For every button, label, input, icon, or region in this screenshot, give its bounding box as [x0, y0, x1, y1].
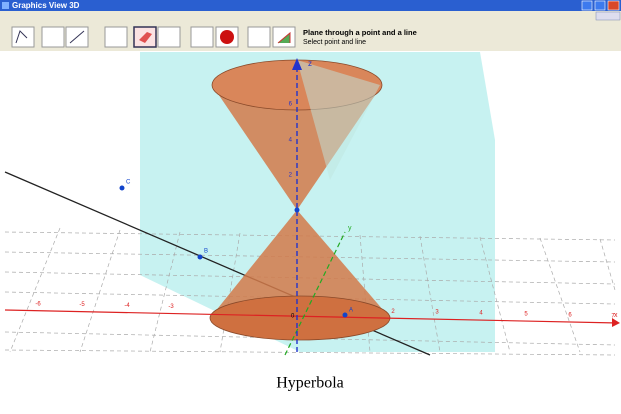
point-label: B — [204, 249, 208, 255]
point[interactable] — [119, 185, 125, 191]
x-tick-label: 7 — [611, 313, 615, 319]
tool-name: Plane through a point and a line — [303, 28, 417, 37]
point-label: A — [349, 308, 353, 314]
plane-overlap — [297, 60, 380, 180]
plane — [140, 52, 495, 352]
z-tick-label: 6 — [289, 102, 293, 108]
z-tick-label: 4 — [289, 138, 293, 144]
graphics-view: z y x 0 C B A — [4, 52, 620, 356]
minimize-button[interactable] — [581, 0, 593, 11]
x-tick-label: -6 — [35, 301, 41, 307]
view-buttons[interactable] — [595, 11, 621, 21]
tool-button[interactable] — [272, 26, 296, 48]
point[interactable] — [197, 254, 203, 260]
app-icon — [2, 2, 9, 9]
maximize-button[interactable] — [594, 0, 606, 11]
x-axis — [4, 309, 619, 324]
tool-button[interactable] — [104, 26, 128, 48]
view-icon — [277, 31, 291, 44]
close-button[interactable] — [607, 0, 620, 11]
tool-button[interactable] — [190, 26, 214, 48]
z-arrow — [292, 58, 302, 70]
line-icon — [69, 30, 85, 44]
tool-buttons — [11, 26, 296, 48]
vertex — [294, 207, 300, 213]
origin-label: 0 — [291, 314, 295, 320]
x-tick-label: 6 — [568, 313, 572, 319]
tool-button[interactable] — [41, 26, 65, 48]
point[interactable] — [342, 312, 348, 318]
sphere-icon — [220, 30, 234, 44]
tool-button[interactable] — [11, 26, 35, 48]
y-axis — [284, 231, 346, 356]
menu-strip — [0, 11, 621, 21]
x-tick-label: 5 — [524, 312, 528, 318]
caption: Hyperbola — [276, 375, 344, 392]
x-tick-label: 4 — [479, 311, 483, 317]
x-tick-label: -4 — [124, 303, 130, 309]
x-arrow — [612, 318, 620, 327]
x-tick-label: 3 — [435, 310, 439, 316]
x-tick-label: -3 — [168, 304, 174, 310]
plane-icon — [139, 32, 152, 43]
toolbar — [0, 21, 621, 51]
title-bar — [0, 0, 621, 11]
tool-button[interactable] — [247, 26, 271, 48]
z-tick-label: 2 — [289, 173, 293, 179]
z-axis-label: z — [308, 59, 312, 68]
x-tick-label: 2 — [391, 309, 395, 315]
tool-button[interactable] — [157, 26, 181, 48]
tool-hint: Select point and line — [303, 39, 366, 46]
cursor-icon — [15, 30, 28, 44]
y-axis-label: y — [348, 225, 352, 232]
lower-cone — [210, 210, 390, 318]
x-axis-label: x — [614, 312, 618, 319]
x-tick-label: -5 — [79, 302, 85, 308]
window-title: Graphics View 3D — [12, 1, 80, 10]
point-label: C — [126, 180, 131, 186]
